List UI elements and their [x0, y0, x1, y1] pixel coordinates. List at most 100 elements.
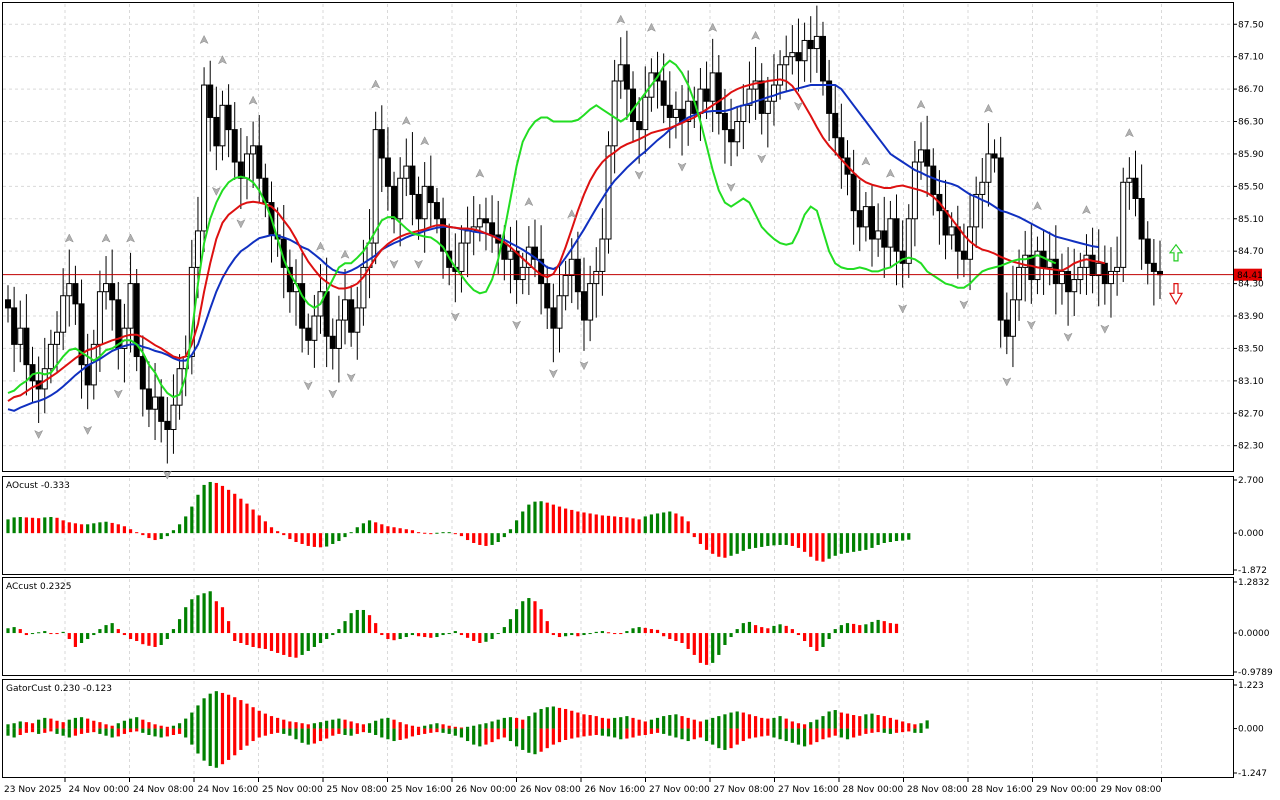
ao-bar — [239, 498, 243, 534]
ac-bar — [815, 633, 819, 651]
gator-lower-bar — [128, 728, 133, 733]
gator-bar — [331, 719, 335, 729]
gator-lower-bar — [514, 728, 519, 747]
ao-bar — [116, 524, 120, 534]
y-tick-label: 83.50 — [1238, 344, 1264, 354]
ac-bar — [625, 631, 629, 634]
ao-bar — [472, 533, 476, 543]
gator-bar — [386, 717, 390, 729]
gator-lower-bar — [12, 728, 16, 738]
ac-bar — [239, 633, 243, 643]
ao-bar — [521, 511, 525, 534]
gator-bar — [239, 700, 243, 729]
ac-bar — [643, 627, 647, 634]
ao-bar — [98, 522, 102, 534]
ac-bar — [441, 633, 445, 636]
fractal-up-icon — [248, 95, 258, 105]
fractal-down-icon — [898, 304, 908, 314]
candle-body — [458, 242, 465, 272]
gator-lower-bar — [680, 728, 684, 740]
x-tick-label: 26 Nov 16:00 — [585, 785, 646, 795]
ac-bar — [349, 613, 353, 634]
gator-bar — [680, 716, 684, 729]
gator-lower-bar — [153, 728, 157, 737]
candle-body — [789, 52, 796, 58]
gator-bar — [753, 716, 758, 729]
candle-body — [47, 343, 54, 370]
gator-lower-bar — [355, 728, 359, 734]
gator-lower-bar — [772, 728, 776, 738]
ac-bar — [147, 633, 151, 646]
ac-bar — [374, 623, 378, 634]
fractal-up-icon — [616, 14, 626, 24]
gator-bar — [864, 714, 868, 729]
ao-bar — [73, 523, 78, 534]
candle-body — [427, 185, 434, 204]
gator-bar — [435, 723, 439, 729]
candle-body — [23, 327, 30, 366]
ao-bar — [784, 533, 788, 545]
gator-lower-bar — [331, 728, 335, 736]
ao-bar — [104, 521, 108, 534]
gator-lower-bar — [570, 728, 574, 739]
candle-body — [1101, 262, 1108, 285]
ac-bar — [361, 609, 366, 634]
gator-lower-bar — [576, 728, 580, 738]
gator-lower-bar — [337, 728, 341, 734]
y-tick-label: 87.50 — [1238, 20, 1264, 30]
candle-body — [819, 35, 826, 82]
gator-lower-bar — [870, 728, 874, 733]
ac-bar — [882, 621, 886, 634]
ao-title: AOcust -0.333 — [6, 481, 70, 491]
ao-bar — [337, 533, 341, 542]
gator-bar — [12, 723, 16, 729]
ao-panel-frame — [2, 476, 1234, 575]
gator-lower-bar — [876, 728, 880, 733]
gator-bar — [441, 724, 445, 729]
ao-bar — [312, 533, 316, 547]
gator-bar — [147, 722, 151, 729]
gator-bar — [30, 723, 35, 729]
gator-lower-bar — [37, 728, 41, 734]
gator-bar — [465, 726, 470, 729]
ao-bar — [214, 482, 218, 534]
fractal-down-icon — [162, 470, 172, 480]
gator-bar — [318, 722, 323, 729]
grid-lines — [3, 4, 1233, 777]
fractal-down-icon — [677, 162, 687, 172]
gator-lower-bar — [582, 728, 586, 737]
fractal-down-icon — [236, 219, 246, 229]
gator-bar — [704, 719, 709, 729]
candle-body — [72, 283, 79, 305]
ac-bar — [570, 633, 574, 636]
ac-bar — [404, 633, 408, 638]
ac-bar — [24, 633, 28, 636]
ac-bar — [380, 633, 384, 636]
ao-bar — [233, 493, 237, 534]
ao-bar — [153, 533, 157, 541]
ac-bar — [802, 633, 807, 642]
gator-lower-bar — [410, 728, 415, 737]
gator-lower-bar — [398, 728, 402, 740]
x-tick-label: 27 Nov 00:00 — [649, 785, 710, 795]
gator-lower-bar — [594, 728, 598, 735]
ao-bar — [251, 509, 255, 534]
candle-body — [556, 295, 563, 329]
ac-bar — [196, 595, 200, 634]
gator-bar — [37, 719, 41, 729]
ac-bar — [86, 633, 90, 640]
candle-body — [979, 181, 986, 195]
gator-lower-bar — [919, 728, 923, 733]
ac-bar — [613, 633, 617, 635]
gator-lower-bar — [24, 728, 28, 733]
price-axes: 87.50 87.10 86.70 86.30 85.90 85.50 85.10 84.70… — [1233, 20, 1273, 779]
ao-bar — [49, 517, 53, 534]
candle-body — [715, 72, 722, 114]
gator-lower-bar — [18, 728, 22, 735]
candle-body — [611, 80, 618, 147]
fractal-up-icon — [217, 55, 228, 65]
gator-bar — [613, 717, 617, 729]
ao-bar — [12, 517, 16, 534]
time-axis: 23 Nov 2025 24 Nov 00:00 24 Nov 08:00 24 No… — [4, 778, 1162, 795]
